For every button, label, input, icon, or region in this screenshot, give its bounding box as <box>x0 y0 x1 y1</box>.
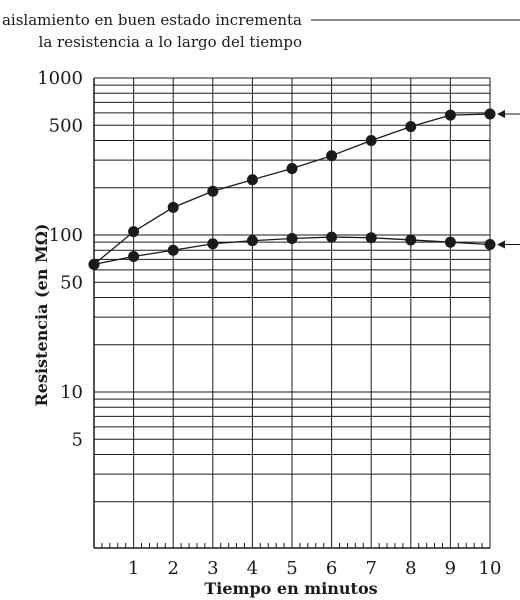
y-tick-label: 5 <box>72 429 83 450</box>
data-point <box>207 238 219 250</box>
y-tick-labels: 1000 500 100 50 10 5 <box>37 68 83 450</box>
data-point <box>88 258 100 270</box>
x-tick-label: 8 <box>405 558 416 579</box>
x-tick-label: 10 <box>479 558 502 579</box>
data-point <box>207 185 219 197</box>
data-point <box>246 235 258 247</box>
y-axis-title: Resistencia (en MΩ) <box>32 223 51 406</box>
data-point <box>484 108 496 120</box>
data-point <box>167 244 179 256</box>
x-tick-label: 5 <box>286 558 297 579</box>
series-lines <box>88 108 496 270</box>
x-tick-label: 3 <box>207 558 218 579</box>
data-point <box>326 231 338 243</box>
x-axis-title: Tiempo en minutos <box>204 579 377 598</box>
x-tick-label: 9 <box>445 558 456 579</box>
annotation-line-2: la resistencia a lo largo del tiempo <box>39 33 302 51</box>
y-tick-label: 50 <box>60 272 83 293</box>
series-arrows <box>497 109 520 249</box>
y-tick-label: 1000 <box>37 68 83 89</box>
data-point <box>405 121 417 133</box>
data-point <box>286 232 298 244</box>
data-point <box>365 134 377 146</box>
y-tick-label: 10 <box>60 382 83 403</box>
x-tick-label: 4 <box>247 558 258 579</box>
x-tick-label: 1 <box>128 558 139 579</box>
x-tick-labels: 1 2 3 4 5 6 7 8 9 10 <box>128 558 502 579</box>
data-point <box>405 234 417 246</box>
data-point <box>484 238 496 250</box>
pointer-arrow-head <box>497 240 505 249</box>
data-point <box>246 174 258 186</box>
data-point <box>128 250 140 262</box>
data-point <box>444 236 456 248</box>
data-point <box>128 226 140 238</box>
plot-grid <box>93 77 491 549</box>
y-tick-label: 100 <box>49 225 83 246</box>
data-point <box>365 232 377 244</box>
data-point <box>326 150 338 162</box>
x-tick-label: 6 <box>326 558 337 579</box>
data-point <box>286 163 298 175</box>
y-tick-label: 500 <box>49 115 83 136</box>
data-point <box>167 201 179 213</box>
x-tick-label: 2 <box>167 558 178 579</box>
x-tick-label: 7 <box>365 558 376 579</box>
pointer-arrow-head <box>497 109 505 118</box>
annotation-line-1: El aislamiento en buen estado incrementa <box>0 11 302 29</box>
data-point <box>444 109 456 121</box>
